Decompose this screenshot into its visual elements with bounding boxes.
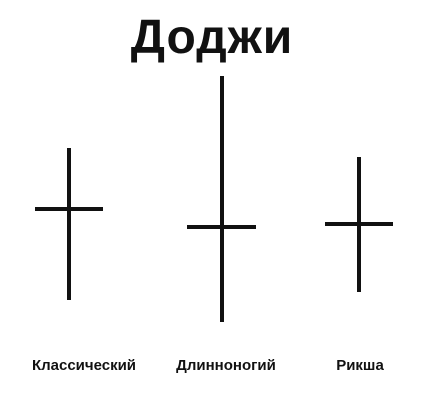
classic-doji-candle	[35, 148, 103, 300]
rickshaw-doji-candle	[325, 157, 393, 292]
classic-doji-label: Классический	[31, 357, 137, 374]
long-legged-doji-label: Длинноногий	[176, 357, 276, 374]
long-legged-doji-candle	[187, 76, 256, 322]
rickshaw-doji-label: Рикша	[336, 357, 384, 374]
diagram-title: Доджи	[130, 11, 294, 64]
